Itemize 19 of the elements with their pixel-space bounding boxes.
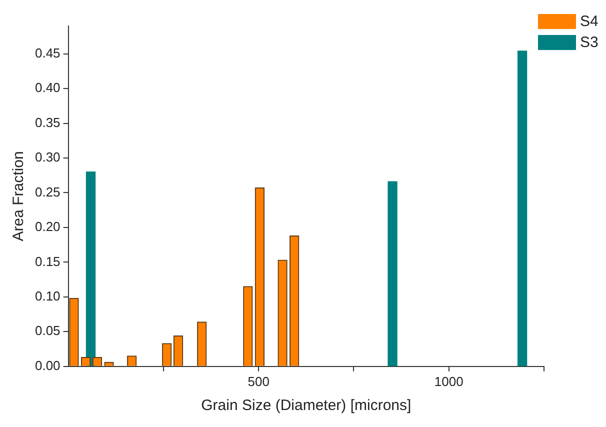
- x-axis-title: Grain Size (Diameter) [microns]: [201, 397, 412, 414]
- y-tick-label: 0.05: [34, 323, 60, 338]
- x-tick-label: 1000: [434, 374, 464, 389]
- y-tick-label: 0.40: [34, 80, 60, 96]
- y-tick-label: 0.45: [34, 45, 60, 60]
- x-tick-label: 500: [248, 374, 270, 389]
- y-tick-label: 0.10: [34, 288, 60, 304]
- bar: [86, 172, 96, 366]
- y-tick-label: 0.15: [34, 254, 60, 269]
- bar: [388, 181, 398, 366]
- y-axis-title: Area Fraction: [10, 151, 28, 242]
- y-tick-label: 0.25: [34, 184, 60, 200]
- legend-label: S3: [580, 34, 598, 52]
- y-tick-label: 0.35: [34, 114, 60, 130]
- legend-label: S4: [580, 13, 598, 30]
- y-tick-label: 0.00: [34, 358, 60, 373]
- bar: [517, 50, 528, 366]
- y-tick-label: 0.20: [34, 219, 60, 234]
- y-tick-label: 0.30: [34, 150, 60, 165]
